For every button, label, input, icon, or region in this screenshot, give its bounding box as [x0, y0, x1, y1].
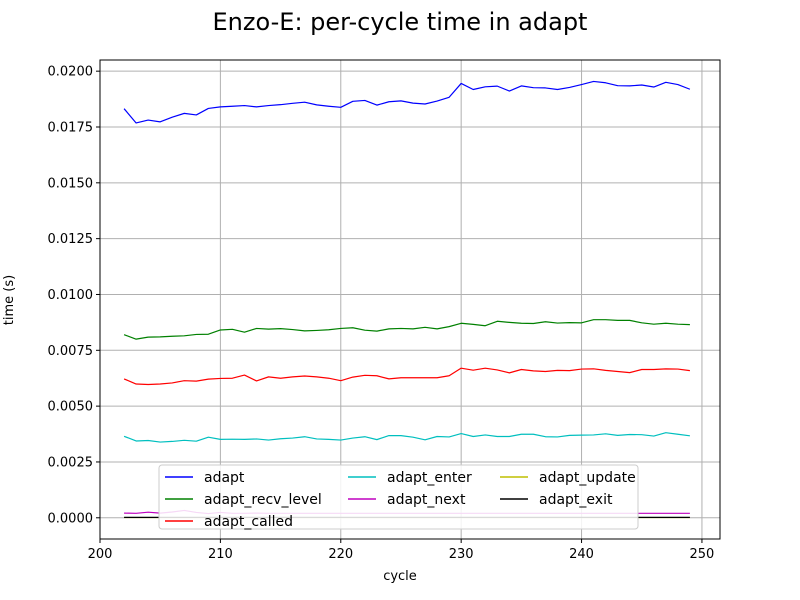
legend-box — [158, 464, 639, 530]
series-line-adapt-recv-level — [123, 319, 690, 340]
series-line-adapt-enter — [123, 432, 690, 443]
series-lines — [123, 80, 691, 519]
x-tick-label: 250 — [690, 547, 715, 562]
chart-title: Enzo-E: per-cycle time in adapt — [213, 8, 588, 36]
x-tick-label: 230 — [449, 547, 474, 562]
y-axis: 0.0000 0.0025 0.0050 0.0075 0.0100 0.0125 0.01… — [48, 65, 100, 526]
y-tick-label: 0.0150 — [48, 176, 94, 191]
y-tick-label: 0.0050 — [48, 400, 94, 415]
y-axis-label: time (s) — [2, 275, 17, 325]
y-tick-label: 0.0100 — [48, 288, 94, 303]
series-line-adapt-called — [123, 367, 690, 386]
legend-label-adapt-next: adapt_next — [387, 492, 466, 508]
legend-label-adapt-recv-level: adapt_recv_level — [204, 492, 322, 508]
y-tick-label: 0.0075 — [48, 344, 94, 359]
y-tick-label: 0.0175 — [48, 120, 94, 135]
legend-label-adapt-enter: adapt_enter — [387, 470, 472, 486]
x-tick-label: 200 — [88, 547, 113, 562]
y-tick-label: 0.0025 — [48, 455, 94, 470]
y-tick-label: 0.0125 — [48, 232, 94, 247]
legend: adapt adapt_recv_level adapt_called adapt_e… — [158, 464, 639, 530]
grid — [99, 60, 720, 539]
x-axis: 200 210 220 230 240 250 — [88, 539, 715, 562]
legend-label-adapt-called: adapt_called — [204, 514, 293, 530]
x-tick-label: 210 — [208, 547, 233, 562]
y-tick-label: 0.0200 — [48, 65, 94, 80]
legend-label-adapt: adapt — [204, 470, 245, 486]
x-tick-label: 220 — [328, 547, 353, 562]
x-axis-label: cycle — [383, 569, 417, 584]
y-tick-label: 0.0000 — [48, 511, 94, 526]
x-tick-label: 240 — [569, 547, 594, 562]
series-line-adapt — [123, 80, 691, 124]
legend-label-adapt-exit: adapt_exit — [539, 492, 613, 508]
plot-frame — [99, 59, 721, 540]
legend-label-adapt-update: adapt_update — [539, 470, 636, 486]
